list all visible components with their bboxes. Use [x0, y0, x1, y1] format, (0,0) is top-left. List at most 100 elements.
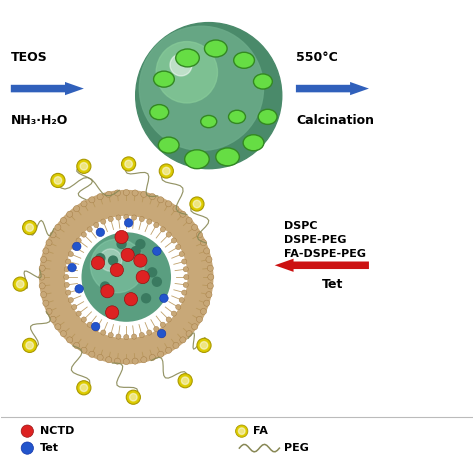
Text: FA: FA: [254, 426, 268, 436]
Circle shape: [67, 211, 73, 217]
Circle shape: [206, 256, 212, 263]
Circle shape: [236, 425, 248, 438]
Circle shape: [50, 232, 56, 238]
Text: DSPC
DSPE-PEG
FA-DSPE-PEG: DSPC DSPE-PEG FA-DSPE-PEG: [284, 220, 366, 258]
Circle shape: [163, 167, 170, 175]
Circle shape: [72, 245, 77, 250]
Circle shape: [130, 246, 141, 256]
Text: Tet: Tet: [40, 443, 59, 453]
Circle shape: [126, 390, 140, 404]
Circle shape: [66, 290, 71, 295]
Circle shape: [116, 334, 121, 339]
Circle shape: [146, 330, 152, 335]
Circle shape: [201, 309, 207, 315]
Circle shape: [146, 219, 152, 224]
Circle shape: [124, 214, 129, 219]
Circle shape: [68, 264, 76, 272]
Circle shape: [153, 247, 161, 255]
Circle shape: [67, 337, 73, 343]
Circle shape: [87, 322, 92, 327]
Circle shape: [43, 300, 49, 306]
Circle shape: [73, 206, 80, 212]
Circle shape: [75, 284, 83, 293]
Ellipse shape: [234, 52, 255, 68]
Circle shape: [116, 215, 121, 220]
Circle shape: [46, 309, 52, 315]
Circle shape: [141, 293, 151, 303]
Circle shape: [97, 355, 103, 361]
Circle shape: [55, 224, 61, 230]
Circle shape: [91, 239, 144, 293]
Circle shape: [96, 228, 105, 237]
Circle shape: [159, 164, 173, 178]
Circle shape: [160, 227, 165, 232]
Circle shape: [40, 292, 46, 298]
Circle shape: [207, 265, 213, 271]
Circle shape: [94, 327, 99, 332]
Circle shape: [156, 42, 218, 103]
Circle shape: [91, 322, 100, 331]
Circle shape: [180, 211, 186, 217]
Circle shape: [141, 191, 147, 197]
Circle shape: [193, 200, 201, 208]
Circle shape: [160, 294, 168, 302]
Circle shape: [196, 316, 202, 322]
Circle shape: [178, 374, 192, 388]
Circle shape: [64, 267, 69, 272]
Ellipse shape: [158, 137, 179, 153]
Circle shape: [123, 190, 129, 196]
Circle shape: [106, 306, 118, 319]
Circle shape: [91, 256, 105, 270]
Circle shape: [183, 267, 188, 272]
Circle shape: [182, 290, 187, 295]
Circle shape: [117, 239, 127, 249]
Circle shape: [154, 327, 159, 332]
Text: Calcination: Calcination: [296, 114, 374, 127]
Circle shape: [81, 347, 87, 353]
Circle shape: [170, 54, 192, 76]
Circle shape: [126, 295, 136, 306]
Circle shape: [23, 338, 36, 353]
Circle shape: [39, 283, 45, 289]
Circle shape: [196, 232, 202, 238]
Circle shape: [114, 358, 120, 364]
Circle shape: [43, 248, 49, 254]
Circle shape: [182, 377, 189, 384]
Circle shape: [106, 191, 112, 197]
Text: NH₃·H₂O: NH₃·H₂O: [11, 114, 68, 127]
FancyArrow shape: [296, 82, 369, 95]
Circle shape: [80, 163, 88, 170]
Circle shape: [60, 330, 66, 337]
Circle shape: [51, 173, 65, 188]
Circle shape: [76, 238, 81, 243]
Circle shape: [176, 245, 181, 250]
Ellipse shape: [176, 49, 199, 67]
Circle shape: [171, 238, 176, 243]
Circle shape: [39, 265, 45, 271]
Circle shape: [82, 232, 171, 322]
Circle shape: [197, 338, 211, 353]
Circle shape: [182, 259, 187, 264]
Circle shape: [64, 283, 69, 288]
Ellipse shape: [154, 71, 174, 87]
Circle shape: [21, 425, 34, 438]
Circle shape: [108, 217, 113, 222]
Ellipse shape: [185, 150, 209, 169]
Circle shape: [179, 298, 184, 302]
Text: NCTD: NCTD: [40, 426, 74, 436]
Text: PEG: PEG: [284, 443, 309, 453]
Circle shape: [55, 324, 61, 330]
Circle shape: [204, 248, 210, 254]
Ellipse shape: [258, 109, 277, 124]
Circle shape: [81, 201, 87, 207]
Circle shape: [186, 330, 192, 337]
Circle shape: [160, 322, 165, 327]
Circle shape: [46, 239, 52, 246]
Circle shape: [89, 351, 95, 357]
Circle shape: [173, 206, 179, 212]
Circle shape: [191, 324, 198, 330]
Circle shape: [166, 232, 171, 237]
Ellipse shape: [228, 110, 246, 123]
Circle shape: [94, 222, 99, 228]
Circle shape: [131, 215, 137, 220]
